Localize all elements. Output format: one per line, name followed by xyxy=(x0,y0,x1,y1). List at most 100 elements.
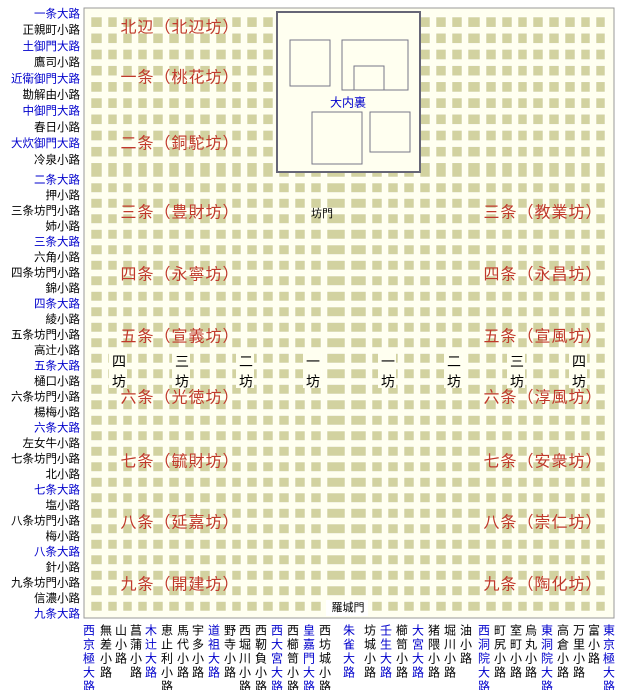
block xyxy=(294,260,306,271)
block xyxy=(595,353,606,364)
block xyxy=(403,554,415,565)
block xyxy=(326,477,346,488)
block xyxy=(122,32,133,44)
block xyxy=(215,162,227,178)
block xyxy=(246,570,258,581)
street-label: 坊城小路 xyxy=(363,623,377,680)
block xyxy=(532,113,544,125)
block xyxy=(326,353,346,364)
block xyxy=(467,523,481,534)
street-label: 綾小路 xyxy=(46,312,81,326)
block xyxy=(371,213,383,224)
block xyxy=(435,306,447,317)
block xyxy=(595,539,606,550)
block xyxy=(137,65,148,77)
block xyxy=(294,198,306,209)
block xyxy=(231,585,242,596)
block xyxy=(199,368,211,379)
block xyxy=(435,97,447,109)
block xyxy=(595,130,606,141)
block xyxy=(350,554,367,565)
block xyxy=(231,508,242,519)
block xyxy=(350,198,367,209)
street-label: 針小路 xyxy=(46,560,81,574)
block xyxy=(107,322,118,333)
street-label: 勘解由小路 xyxy=(23,88,81,102)
block xyxy=(122,275,133,286)
block xyxy=(371,322,383,333)
block xyxy=(262,539,274,550)
block xyxy=(278,275,290,286)
block xyxy=(595,291,606,302)
block xyxy=(595,213,606,224)
block xyxy=(310,508,322,519)
block xyxy=(168,399,180,410)
block xyxy=(517,49,528,60)
ward-label: 八条（崇仁坊） xyxy=(483,513,602,532)
block xyxy=(564,275,576,286)
block xyxy=(107,244,118,255)
block xyxy=(403,585,415,596)
block xyxy=(326,306,346,317)
block xyxy=(137,275,148,286)
block xyxy=(326,446,346,457)
block xyxy=(451,275,463,286)
block xyxy=(278,539,290,550)
block xyxy=(371,492,383,503)
block xyxy=(532,492,544,503)
street-label: 楊梅小路 xyxy=(34,405,80,419)
block xyxy=(467,492,481,503)
block xyxy=(294,446,306,457)
street-label: 油小路 xyxy=(459,624,473,666)
block xyxy=(532,430,544,441)
block xyxy=(246,146,258,158)
block xyxy=(435,65,447,77)
block xyxy=(90,32,103,44)
block xyxy=(580,182,591,193)
block xyxy=(152,399,164,410)
block xyxy=(501,130,513,141)
street-label: 左女牛小路 xyxy=(23,436,81,450)
block xyxy=(517,275,528,286)
block xyxy=(485,337,497,348)
block xyxy=(137,446,148,457)
block xyxy=(451,601,463,612)
block xyxy=(548,213,560,224)
block xyxy=(451,97,463,109)
block xyxy=(403,275,415,286)
ward-label: 四条（永寧坊） xyxy=(120,265,239,284)
block xyxy=(215,368,227,379)
block xyxy=(387,446,399,457)
block xyxy=(326,492,346,503)
block xyxy=(262,16,274,28)
block xyxy=(580,601,591,612)
block xyxy=(350,182,367,193)
block xyxy=(184,461,195,472)
block xyxy=(419,229,431,240)
block xyxy=(122,16,133,28)
block xyxy=(548,306,560,317)
block xyxy=(451,260,463,271)
block xyxy=(278,322,290,333)
block xyxy=(107,337,118,348)
block xyxy=(467,461,481,472)
block xyxy=(262,570,274,581)
block xyxy=(548,16,560,28)
block xyxy=(564,49,576,60)
block xyxy=(451,554,463,565)
block xyxy=(435,81,447,93)
block xyxy=(387,322,399,333)
block xyxy=(184,244,195,255)
block xyxy=(485,353,497,364)
block xyxy=(532,162,544,178)
block xyxy=(122,539,133,550)
block xyxy=(168,337,180,348)
street-label: 烏丸小路 xyxy=(524,624,538,680)
block xyxy=(485,182,497,193)
ward-label: 七条（安衆坊） xyxy=(483,452,602,471)
block xyxy=(485,260,497,271)
block xyxy=(152,260,164,271)
block xyxy=(501,539,513,550)
block xyxy=(215,146,227,158)
block xyxy=(451,291,463,302)
